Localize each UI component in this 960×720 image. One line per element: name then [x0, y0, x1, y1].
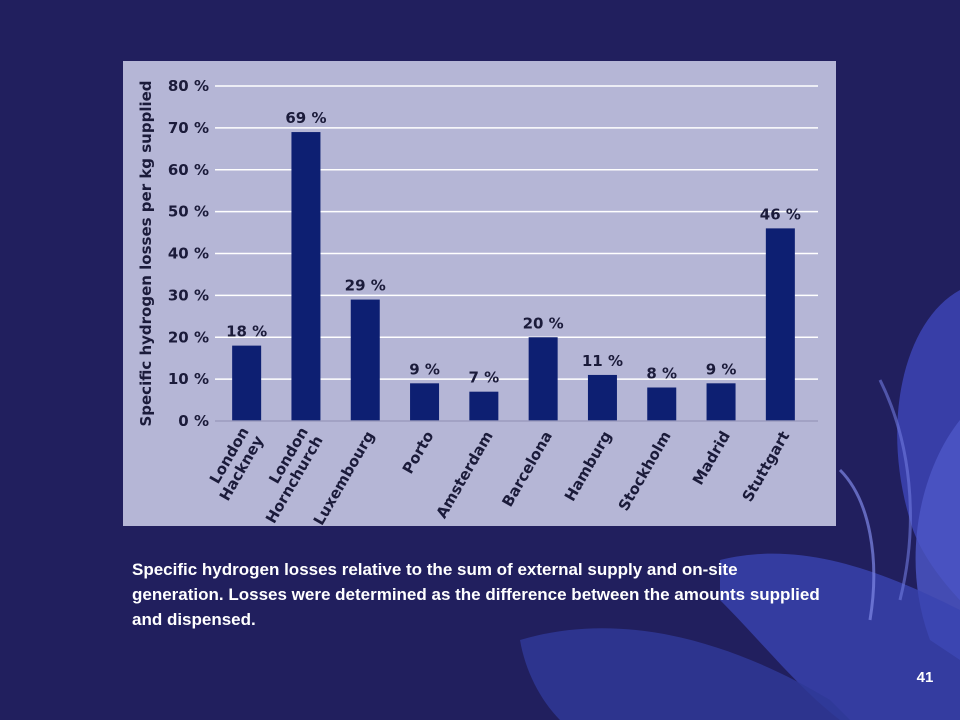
y-tick-label: 30 %: [168, 286, 209, 304]
bar: [291, 132, 321, 421]
bar-value-label: 20 %: [523, 314, 564, 332]
bar: [647, 387, 677, 421]
bar: [469, 391, 499, 421]
chart-panel: 0 % 10 % 20 % 30 % 40 % 50 % 60 % 70 % 80 % Speci…: [123, 61, 836, 526]
y-tick-label: 70 %: [168, 119, 209, 137]
bar-value-label: 9 %: [706, 360, 737, 378]
slide-number: 41: [916, 669, 934, 686]
x-category-label-line: Hamburg: [561, 428, 616, 504]
bar: [765, 228, 795, 421]
bar-value-label: 8 %: [646, 365, 677, 383]
x-category-label: Hamburg: [561, 428, 616, 504]
y-tick-label: 80 %: [168, 77, 209, 95]
x-category-label-line: Stockholm: [615, 428, 675, 514]
x-category-label-line: Stuttgart: [738, 428, 793, 505]
x-category-label: LondonHackney: [201, 424, 268, 504]
y-tick-label: 40 %: [168, 245, 209, 263]
x-category-label: Porto: [399, 428, 438, 477]
bar: [706, 383, 736, 421]
x-category-label-line: Porto: [399, 428, 438, 477]
bar-value-label: 9 %: [409, 360, 440, 378]
bar-chart: 0 % 10 % 20 % 30 % 40 % 50 % 60 % 70 % 80 % Speci…: [137, 77, 818, 526]
x-category-label: Madrid: [689, 428, 734, 488]
x-category-label-line: Amsterdam: [432, 428, 496, 521]
x-category-label-line: Madrid: [689, 428, 734, 488]
slide-caption: Specific hydrogen losses relative to the…: [132, 560, 820, 629]
y-tick-label: 60 %: [168, 161, 209, 179]
bar-value-label: 46 %: [760, 205, 801, 223]
bar: [232, 345, 262, 421]
y-tick-label: 20 %: [168, 328, 209, 346]
bar-value-label: 29 %: [345, 277, 386, 295]
bar: [350, 299, 380, 421]
x-category-label: Barcelona: [498, 428, 556, 510]
bar-value-label: 18 %: [226, 323, 267, 341]
x-category-label: Amsterdam: [432, 428, 496, 521]
bar: [528, 337, 558, 421]
x-category-label: Stockholm: [615, 428, 675, 514]
bar: [587, 374, 617, 421]
y-tick-label: 50 %: [168, 203, 209, 221]
bar-value-label: 7 %: [468, 369, 499, 387]
bar: [410, 383, 440, 421]
y-tick-label: 10 %: [168, 370, 209, 388]
y-tick-label: 0 %: [178, 412, 209, 430]
x-category-label: Stuttgart: [738, 428, 793, 505]
y-axis-title: Specific hydrogen losses per kg supplied: [137, 80, 155, 426]
bar-value-label: 11 %: [582, 352, 623, 370]
bar-value-label: 69 %: [285, 109, 326, 127]
x-category-label-line: Barcelona: [498, 428, 556, 510]
